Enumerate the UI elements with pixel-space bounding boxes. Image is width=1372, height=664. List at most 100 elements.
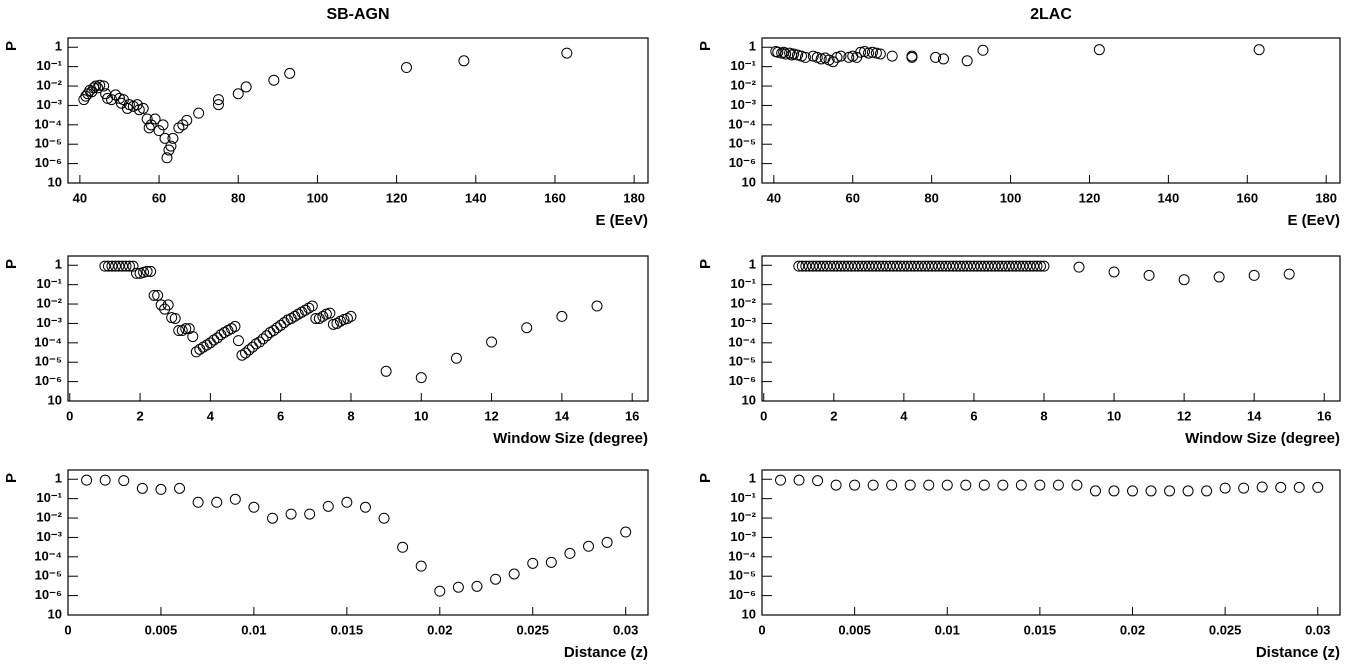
y-axis-label: P <box>3 259 20 269</box>
x-tick-label: 80 <box>231 190 245 205</box>
point <box>99 260 111 272</box>
point <box>971 260 983 272</box>
y-tick-label: 10⁻⁵ <box>729 354 756 369</box>
point <box>1013 260 1025 272</box>
point <box>138 266 150 278</box>
point <box>275 319 287 331</box>
x-tick-label: 0.025 <box>516 622 549 637</box>
point <box>947 260 959 272</box>
point <box>828 260 840 272</box>
point <box>187 331 199 343</box>
point <box>1073 261 1085 273</box>
point <box>564 547 576 559</box>
point <box>452 581 464 593</box>
point <box>929 260 941 272</box>
x-tick-label: 0 <box>758 622 765 637</box>
x-tick-label: 140 <box>1158 190 1180 205</box>
point <box>1293 481 1305 493</box>
point <box>306 300 318 312</box>
panel-title: 2LAC <box>1030 6 1072 23</box>
point <box>415 372 427 384</box>
point <box>201 339 213 351</box>
y-tick-label: 10⁻² <box>36 509 62 524</box>
point <box>1006 260 1018 272</box>
point <box>157 119 169 131</box>
point <box>212 94 224 106</box>
point <box>792 49 804 61</box>
point <box>143 122 155 134</box>
point <box>165 140 177 152</box>
point <box>173 325 185 337</box>
point <box>1143 269 1155 281</box>
point <box>240 347 252 359</box>
point <box>831 260 843 272</box>
plot-frame <box>761 255 1341 402</box>
point <box>1024 260 1036 272</box>
point <box>856 260 868 272</box>
point <box>937 53 949 65</box>
y-tick-label: 1 <box>749 471 756 486</box>
point <box>545 556 557 568</box>
point <box>884 260 896 272</box>
point <box>855 46 867 58</box>
y-tick-label: 10 <box>742 606 756 621</box>
y-axis-label: P <box>697 259 714 269</box>
point <box>922 260 934 272</box>
point <box>145 119 157 131</box>
x-tick-label: 100 <box>1000 190 1022 205</box>
point <box>1178 274 1190 286</box>
point <box>106 260 118 272</box>
y-tick-label: 10⁻⁴ <box>728 116 756 131</box>
point <box>155 299 167 311</box>
point <box>127 260 139 272</box>
y-tick-label: 10⁻² <box>730 295 756 310</box>
point <box>271 322 283 334</box>
point <box>793 474 805 486</box>
point <box>887 260 899 272</box>
point <box>807 260 819 272</box>
point <box>1093 44 1105 56</box>
point <box>863 260 875 272</box>
y-tick-label: 10⁻⁴ <box>34 548 62 563</box>
point <box>400 62 412 74</box>
y-tick-label: 10⁻² <box>730 509 756 524</box>
x-tick-label: 0 <box>760 408 767 423</box>
point <box>1034 479 1046 491</box>
point <box>982 260 994 272</box>
point <box>954 260 966 272</box>
y-tick-label: 10⁻⁶ <box>35 587 62 602</box>
point <box>450 352 462 364</box>
point <box>838 260 850 272</box>
plot-frame <box>67 255 649 402</box>
point <box>90 80 102 92</box>
point <box>898 260 910 272</box>
point <box>152 289 164 301</box>
point <box>341 312 353 324</box>
point <box>1253 44 1265 56</box>
point <box>915 260 927 272</box>
x-tick-label: 14 <box>1247 408 1262 423</box>
point <box>870 260 882 272</box>
x-tick-label: 0.03 <box>1305 622 1330 637</box>
point <box>131 99 143 111</box>
point <box>173 122 185 134</box>
point <box>118 475 130 487</box>
y-tick-label: 10⁻⁵ <box>35 354 62 369</box>
point <box>912 260 924 272</box>
point <box>1027 260 1039 272</box>
point <box>99 474 111 486</box>
point <box>380 365 392 377</box>
y-tick-label: 10⁻¹ <box>36 276 62 291</box>
point <box>975 260 987 272</box>
point <box>508 568 520 580</box>
x-tick-label: 100 <box>307 190 329 205</box>
y-tick-label: 10⁻² <box>36 295 62 310</box>
y-tick-label: 10⁻¹ <box>730 490 756 505</box>
y-tick-label: 10⁻⁵ <box>35 136 62 151</box>
plot-frame <box>761 469 1341 616</box>
point <box>1238 482 1250 494</box>
point <box>908 260 920 272</box>
x-tick-label: 8 <box>1040 408 1047 423</box>
y-axis-label: P <box>3 473 20 483</box>
